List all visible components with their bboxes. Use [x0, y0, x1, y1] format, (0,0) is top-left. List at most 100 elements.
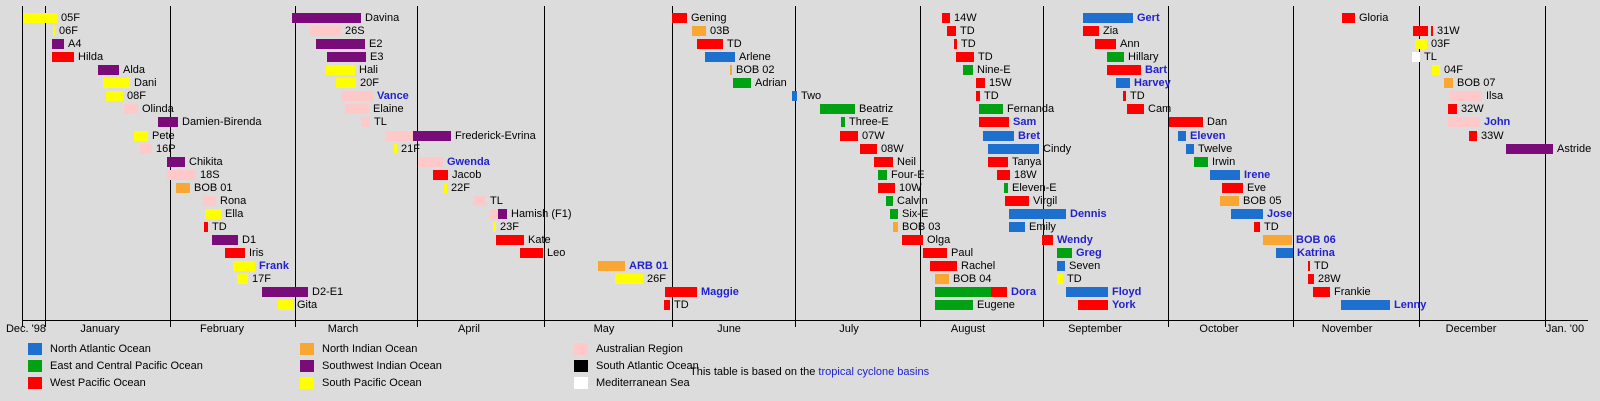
storm-label[interactable]: Gwenda [447, 156, 490, 168]
month-label: June [717, 323, 741, 335]
storm-label[interactable]: BOB 06 [1296, 234, 1336, 246]
storm-label: TD [1264, 221, 1279, 233]
storm-label: Gening [691, 12, 727, 24]
storm-label[interactable]: Katrina [1297, 247, 1335, 259]
legend-label: North Indian Ocean [322, 343, 418, 355]
storm-label[interactable]: Maggie [701, 286, 739, 298]
storm-bar [1123, 91, 1126, 101]
storm-label: TD [674, 299, 689, 311]
storm-label: Pete [152, 130, 175, 142]
month-gridline [1293, 6, 1294, 320]
legend-swatch-swi [300, 360, 314, 372]
axis-tick [45, 320, 46, 327]
storm-label[interactable]: Eleven [1190, 130, 1226, 142]
storm-label[interactable]: Bret [1018, 130, 1041, 142]
storm-label: Ella [225, 208, 244, 220]
storm-bar [878, 183, 895, 193]
storm-bar [874, 157, 893, 167]
storm-bar [1194, 157, 1208, 167]
storm-label: Frankie [1334, 286, 1371, 298]
footnote: This table is based on the tropical cycl… [690, 366, 929, 378]
month-gridline [544, 6, 545, 320]
axis-tick [1419, 320, 1420, 327]
storm-bar [158, 117, 178, 127]
storm-label[interactable]: Frank [259, 260, 289, 272]
storm-bar [52, 39, 64, 49]
storm-label: TD [1130, 90, 1145, 102]
storm-bar [1178, 131, 1186, 141]
storm-label: 26F [647, 273, 666, 285]
storm-bar [947, 26, 956, 36]
legend-swatch-aus [574, 343, 588, 355]
storm-bar [705, 52, 735, 62]
storm-label[interactable]: Greg [1076, 247, 1102, 259]
storm-label: Tanya [1012, 156, 1042, 168]
storm-bar [1276, 248, 1293, 258]
storm-label: 14W [954, 12, 977, 24]
storm-label[interactable]: Vance [377, 90, 409, 102]
storm-label: 03F [1431, 38, 1450, 50]
storm-bar [1415, 39, 1427, 49]
storm-bar [1095, 39, 1116, 49]
storm-bar [1057, 248, 1072, 258]
axis-tick [1545, 320, 1546, 327]
storm-label[interactable]: ARB 01 [629, 260, 669, 272]
legend-swatch-wp [28, 377, 42, 389]
storm-label: 18W [1014, 169, 1037, 181]
storm-bar [923, 248, 947, 258]
storm-bar [988, 144, 1039, 154]
storm-label: Davina [365, 12, 400, 24]
storm-bar [520, 248, 543, 258]
storm-bar [1005, 196, 1029, 206]
storm-bar [615, 274, 643, 284]
storm-label: Rachel [961, 260, 996, 272]
storm-bar [341, 91, 373, 101]
storm-label: Olinda [142, 103, 174, 115]
storm-label: 20F [360, 77, 379, 89]
storm-label: TD [212, 221, 227, 233]
legend-label: Southwest Indian Ocean [322, 360, 442, 372]
storm-bar [1107, 65, 1141, 75]
storm-label[interactable]: Wendy [1057, 234, 1093, 246]
storm-label[interactable]: York [1112, 299, 1136, 311]
storm-label[interactable]: Dennis [1070, 208, 1107, 220]
month-label: May [593, 323, 615, 335]
storm-bar [935, 274, 949, 284]
storm-label: Fernanda [1007, 103, 1055, 115]
storm-label[interactable]: Irene [1244, 169, 1271, 181]
footnote-link-tropical-cyclone-basins[interactable]: tropical cyclone basins [818, 366, 930, 378]
storm-label[interactable]: Bart [1145, 64, 1168, 76]
storm-label: 05F [61, 12, 80, 24]
storm-label: Astride [1557, 143, 1592, 155]
storm-label[interactable]: John [1484, 116, 1511, 128]
storm-label: Neil [897, 156, 916, 168]
storm-label[interactable]: Gert [1137, 12, 1160, 24]
legend-swatch-na [28, 343, 42, 355]
storm-bar [841, 117, 845, 127]
storm-label: Dan [1207, 116, 1228, 128]
storm-bar [792, 91, 797, 101]
storm-label[interactable]: Lenny [1394, 299, 1427, 311]
storm-label[interactable]: Floyd [1112, 286, 1142, 298]
storm-bar [1186, 144, 1194, 154]
legend-label: South Pacific Ocean [322, 377, 422, 389]
storm-label: 06F [59, 25, 78, 37]
storm-bar [1342, 13, 1355, 23]
storm-bar [52, 52, 74, 62]
month-label: March [327, 323, 359, 335]
storm-label[interactable]: Harvey [1134, 77, 1171, 89]
storm-label: Nine-E [977, 64, 1011, 76]
storm-bar [1431, 26, 1433, 36]
storm-bar [697, 39, 723, 49]
month-label: August [950, 323, 986, 335]
storm-label: Elaine [373, 103, 404, 115]
legend-swatch-ecp [28, 360, 42, 372]
storm-bar [98, 65, 119, 75]
storm-label[interactable]: Dora [1011, 286, 1037, 298]
legend-label: West Pacific Ocean [50, 377, 146, 389]
storm-label[interactable]: Sam [1013, 116, 1037, 128]
storm-bar [134, 131, 148, 141]
month-label: January [80, 323, 120, 335]
storm-label[interactable]: Jose [1267, 208, 1293, 220]
axis-tick [795, 320, 796, 327]
